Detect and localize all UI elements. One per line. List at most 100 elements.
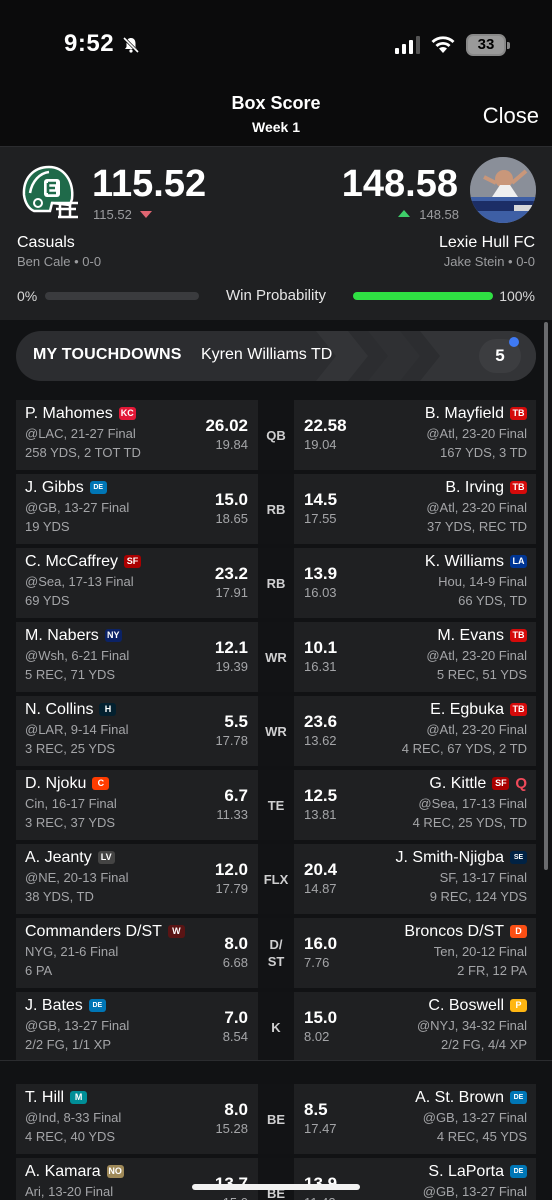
team-helmet-logo: [22, 165, 78, 219]
player-name[interactable]: C. Boswell P: [428, 997, 527, 1015]
player-points: 12.5: [304, 786, 338, 805]
player-projected: 7.76: [304, 955, 330, 970]
player-name[interactable]: B. Mayfield TB: [425, 405, 527, 423]
left-player-card[interactable]: D. Njoku C Cin, 16-17 Final 3 REC, 37 YDS 6.…: [16, 770, 258, 840]
my-touchdowns-banner[interactable]: MY TOUCHDOWNS Kyren Williams TD 5: [16, 331, 536, 381]
player-game: @Sea, 17-13 Final: [418, 796, 527, 811]
right-player-card[interactable]: J. Smith-Njigba SE SF, 13-17 Final 9 REC, 1…: [294, 844, 536, 914]
player-name[interactable]: D. Njoku C: [25, 775, 110, 793]
player-stats: 69 YDS: [25, 593, 70, 608]
player-game: @LAC, 21-27 Final: [25, 426, 136, 441]
player-stats: 5 REC, 51 YDS: [436, 667, 527, 682]
player-name[interactable]: B. Irving TB: [445, 479, 527, 497]
player-name[interactable]: K. Williams LA: [425, 553, 527, 571]
left-player-card[interactable]: N. Collins H @LAR, 9-14 Final 3 REC, 25 YDS…: [16, 696, 258, 766]
player-name[interactable]: T. Hill M: [25, 1089, 88, 1107]
left-win-bar: [45, 292, 199, 300]
player-game: @Atl, 23-20 Final: [426, 500, 527, 515]
left-player-card[interactable]: M. Nabers NY @Wsh, 6-21 Final 5 REC, 71 YDS…: [16, 622, 258, 692]
buccaneers-logo: TB: [510, 703, 527, 717]
left-player-card[interactable]: J. Gibbs DE @GB, 13-27 Final 19 YDS 15.0 18.6…: [16, 474, 258, 544]
player-name[interactable]: Commanders D/ST W: [25, 923, 185, 941]
right-player-card[interactable]: C. Boswell P @NYJ, 34-32 Final 2/2 FG, 4/4 …: [294, 992, 536, 1062]
position-label: WR: [258, 622, 294, 692]
player-name-text: T. Hill: [25, 1089, 65, 1106]
left-team-score: 115.52: [92, 163, 207, 205]
right-player-card[interactable]: B. Mayfield TB @Atl, 23-20 Final 167 YDS, 3…: [294, 400, 536, 470]
player-game: @Atl, 23-20 Final: [426, 722, 527, 737]
player-stats: 37 YDS, REC TD: [427, 519, 527, 534]
player-stats: 66 YDS, TD: [458, 593, 527, 608]
player-stats: 4 REC, 40 YDS: [25, 1129, 116, 1144]
player-game: @NE, 20-13 Final: [25, 870, 129, 885]
team-avatar[interactable]: [470, 157, 536, 223]
player-projected: 11.42: [304, 1195, 336, 1200]
player-stats: 167 YDS, 3 TD: [440, 445, 527, 460]
close-button[interactable]: Close: [482, 103, 539, 128]
left-player-card[interactable]: Commanders D/ST W NYG, 21-6 Final 6 PA 8.0 6.…: [16, 918, 258, 988]
seahawks-logo: SE: [510, 851, 527, 865]
left-player-card[interactable]: A. Jeanty LV @NE, 20-13 Final 38 YDS, TD 12.…: [16, 844, 258, 914]
touchdowns-latest: Kyren Williams TD: [201, 346, 333, 363]
position-label: K: [258, 992, 294, 1062]
right-team-name[interactable]: Lexie Hull FC: [438, 234, 535, 251]
player-projected: 6.68: [222, 955, 248, 970]
player-points: 20.4: [304, 860, 338, 879]
player-name[interactable]: M. Nabers NY: [25, 627, 122, 645]
battery-indicator: 33: [466, 34, 510, 56]
position-label: BE: [258, 1084, 294, 1154]
player-game: Ari, 13-20 Final: [25, 1184, 114, 1199]
home-indicator[interactable]: [192, 1184, 360, 1190]
player-game: NYG, 21-6 Final: [25, 944, 119, 959]
right-player-card[interactable]: A. St. Brown DE @GB, 13-27 Final 4 REC, 45 …: [294, 1084, 536, 1154]
commanders-logo: W: [167, 925, 185, 939]
player-name-text: K. Williams: [424, 553, 504, 570]
left-win-percent: 0%: [17, 288, 38, 304]
right-player-card[interactable]: M. Evans TB @Atl, 23-20 Final 5 REC, 51 YDS…: [294, 622, 536, 692]
left-player-card[interactable]: C. McCaffrey SF @Sea, 17-13 Final 69 YDS 23.…: [16, 548, 258, 618]
player-stats: 9 REC, 124 YDS: [429, 889, 527, 904]
player-game: @NYJ, 34-32 Final: [416, 1018, 527, 1033]
player-game: Hou, 14-9 Final: [438, 574, 527, 589]
left-team-name[interactable]: Casuals: [17, 234, 75, 251]
49ers-logo: SF: [492, 777, 510, 791]
player-name[interactable]: S. LaPorta DE: [428, 1163, 527, 1181]
scrollbar[interactable]: [544, 322, 548, 870]
player-name[interactable]: C. McCaffrey SF: [25, 553, 142, 571]
player-name[interactable]: A. St. Brown DE: [415, 1089, 527, 1107]
player-name[interactable]: J. Bates DE: [25, 997, 106, 1015]
player-game: @GB, 13-27 Final: [25, 1018, 130, 1033]
right-player-card[interactable]: K. Williams LA Hou, 14-9 Final 66 YDS, TD 13…: [294, 548, 536, 618]
player-name[interactable]: M. Evans TB: [437, 627, 527, 645]
player-name[interactable]: J. Gibbs DE: [25, 479, 107, 497]
player-name[interactable]: N. Collins H: [25, 701, 117, 719]
player-points: 22.58: [304, 416, 347, 435]
player-name[interactable]: A. Kamara NO: [25, 1163, 124, 1181]
win-probability-label: Win Probability: [225, 287, 327, 304]
right-player-card[interactable]: B. Irving TB @Atl, 23-20 Final 37 YDS, REC …: [294, 474, 536, 544]
notification-dot: [509, 337, 519, 347]
player-name[interactable]: J. Smith-Njigba SE: [396, 849, 527, 867]
left-player-card[interactable]: T. Hill M @Ind, 8-33 Final 4 REC, 40 YDS 8.0…: [16, 1084, 258, 1154]
chiefs-logo: KC: [118, 407, 136, 421]
left-player-card[interactable]: J. Bates DE @GB, 13-27 Final 2/2 FG, 1/1 XP…: [16, 992, 258, 1062]
right-player-card[interactable]: E. Egbuka TB @Atl, 23-20 Final 4 REC, 67 YD…: [294, 696, 536, 766]
player-projected: 16.03: [304, 585, 337, 600]
team-avatar-photo: [470, 157, 536, 223]
player-name[interactable]: G. Kittle SF Q: [429, 775, 527, 793]
right-player-card[interactable]: Broncos D/ST D Ten, 20-12 Final 2 FR, 12 PA…: [294, 918, 536, 988]
player-projected: 14.87: [304, 881, 337, 896]
player-game: @Ind, 8-33 Final: [25, 1110, 122, 1125]
player-stats: 4 REC, 25 YDS, TD: [412, 815, 527, 830]
roster-row: M. Nabers NY @Wsh, 6-21 Final 5 REC, 71 YDS…: [0, 622, 552, 692]
player-points: 7.0: [224, 1008, 248, 1027]
player-name[interactable]: E. Egbuka TB: [430, 701, 527, 719]
player-name[interactable]: P. Mahomes KC: [25, 405, 136, 423]
player-name[interactable]: A. Jeanty LV: [25, 849, 115, 867]
left-player-card[interactable]: P. Mahomes KC @LAC, 21-27 Final 258 YDS, 2 …: [16, 400, 258, 470]
player-name[interactable]: Broncos D/ST D: [404, 923, 527, 941]
right-player-card[interactable]: G. Kittle SF Q @Sea, 17-13 Final 4 REC, 25 Y…: [294, 770, 536, 840]
